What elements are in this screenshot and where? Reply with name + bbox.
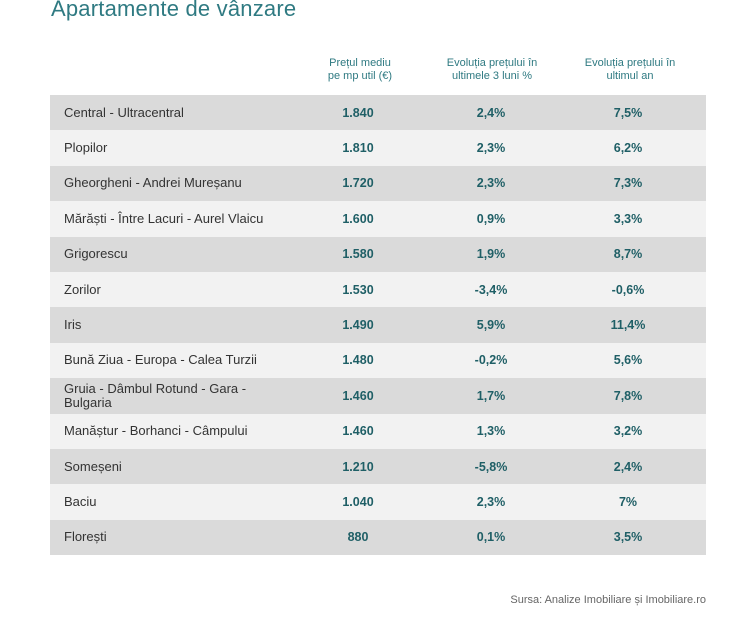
price-value: 1.810 <box>342 141 374 156</box>
table-row: Grigorescu 1.580 1,9% 8,7% <box>50 236 706 272</box>
neighborhood-name: Plopilor <box>64 140 108 156</box>
change-1y-value: 3,3% <box>613 211 643 226</box>
neighborhood-name: Mărăști - Între Lacuri - Aurel Vlaicu <box>64 210 264 226</box>
table-header: Prețul mediu pe mp util (€) Evoluția pre… <box>0 57 746 87</box>
source-note: Sursa: Analize Imobiliare și Imobiliare.… <box>510 594 706 606</box>
price-value: 1.840 <box>342 105 374 120</box>
change-1y-value: 7% <box>618 494 638 509</box>
neighborhood-name: Gheorgheni - Andrei Mureșanu <box>64 175 242 191</box>
change-3m-value: 2,4% <box>476 105 506 120</box>
change-3m-value: 5,9% <box>476 318 506 333</box>
header-price-line1: Prețul mediu <box>329 57 391 69</box>
neighborhood-name: Iris <box>64 317 82 333</box>
change-3m-value: 1,7% <box>476 388 506 403</box>
price-value: 1.580 <box>342 247 374 262</box>
neighborhood-name: Bună Ziua - Europa - Calea Turzii <box>64 352 257 368</box>
change-1y-value: 7,3% <box>613 176 643 191</box>
neighborhood-name: Central - Ultracentral <box>64 104 184 120</box>
page-title: Apartamente de vânzare <box>51 0 297 21</box>
neighborhood-name: Baciu <box>64 493 97 509</box>
change-3m-value: 2,3% <box>476 141 506 156</box>
price-value: 1.460 <box>342 424 374 439</box>
change-1y-value: 11,4% <box>610 318 646 333</box>
price-value: 1.490 <box>342 318 374 333</box>
table-row: Gheorgheni - Andrei Mureșanu 1.720 2,3% 7,3… <box>50 165 706 202</box>
header-change-1y-line2: ultimul an <box>606 70 654 82</box>
table-row: Gruia - Dâmbul Rotund - Gara - Bulgaria 1… <box>50 378 706 414</box>
table-row: Manăștur - Borhanci - Câmpului 1.460 1,3% 3… <box>50 413 706 449</box>
table-row: Iris 1.490 5,9% 11,4% <box>50 307 706 343</box>
header-price-line2: pe mp util (€) <box>327 70 393 82</box>
neighborhood-name: Florești <box>64 529 107 545</box>
change-1y-value: 6,2% <box>613 141 643 156</box>
table-row: Zorilor 1.530 -3,4% -0,6% <box>50 271 706 308</box>
header-price: Prețul mediu pe mp util (€) <box>291 57 429 83</box>
table-row: Mărăști - Între Lacuri - Aurel Vlaicu 1.6… <box>50 201 706 237</box>
price-value: 1.530 <box>342 282 374 297</box>
change-3m-value: -3,4% <box>474 282 508 297</box>
change-1y-value: 2,4% <box>613 459 643 474</box>
change-3m-value: 1,9% <box>476 247 506 262</box>
change-1y-value: -0,6% <box>611 282 645 297</box>
change-3m-value: 0,9% <box>476 211 506 226</box>
neighborhood-name: Manăștur - Borhanci - Câmpului <box>64 423 248 439</box>
header-change-3m: Evoluția prețului în ultimele 3 luni % <box>423 57 561 83</box>
price-value: 1.460 <box>342 388 374 403</box>
change-3m-value: -5,8% <box>474 459 508 474</box>
price-value: 1.210 <box>342 459 374 474</box>
price-value: 880 <box>347 530 369 545</box>
change-1y-value: 3,2% <box>613 424 643 439</box>
neighborhood-name: Gruia - Dâmbul Rotund - Gara - Bulgaria <box>64 380 247 410</box>
header-change-3m-line1: Evoluția prețului în <box>446 57 538 69</box>
change-1y-value: 7,5% <box>613 105 643 120</box>
header-change-3m-line2: ultimele 3 luni % <box>451 70 533 82</box>
neighborhood-name: Someșeni <box>64 458 122 474</box>
table-row: Bună Ziua - Europa - Calea Turzii 1.480 -0… <box>50 342 706 379</box>
price-value: 1.720 <box>342 176 374 191</box>
price-value: 1.600 <box>342 211 374 226</box>
price-value: 1.040 <box>342 494 374 509</box>
change-1y-value: 8,7% <box>613 247 643 262</box>
change-3m-value: 2,3% <box>476 494 506 509</box>
change-1y-value: 7,8% <box>613 388 643 403</box>
change-1y-value: 3,5% <box>613 530 643 545</box>
change-3m-value: -0,2% <box>474 353 508 368</box>
header-change-1y-line1: Evoluția prețului în <box>584 57 676 69</box>
table-row: Baciu 1.040 2,3% 7% <box>50 484 706 520</box>
header-change-1y: Evoluția prețului în ultimul an <box>561 57 699 83</box>
table-row: Plopilor 1.810 2,3% 6,2% <box>50 130 706 166</box>
change-3m-value: 1,3% <box>476 424 506 439</box>
price-value: 1.480 <box>342 353 374 368</box>
price-table: Central - Ultracentral 1.840 2,4% 7,5% Plopi… <box>50 95 706 556</box>
change-3m-value: 2,3% <box>476 176 506 191</box>
change-3m-value: 0,1% <box>476 530 506 545</box>
table-row: Central - Ultracentral 1.840 2,4% 7,5% <box>50 95 706 131</box>
table-row: Florești 880 0,1% 3,5% <box>50 519 706 556</box>
neighborhood-name: Zorilor <box>64 281 101 297</box>
change-1y-value: 5,6% <box>613 353 643 368</box>
table-row: Someșeni 1.210 -5,8% 2,4% <box>50 448 706 485</box>
neighborhood-name: Grigorescu <box>64 246 128 262</box>
